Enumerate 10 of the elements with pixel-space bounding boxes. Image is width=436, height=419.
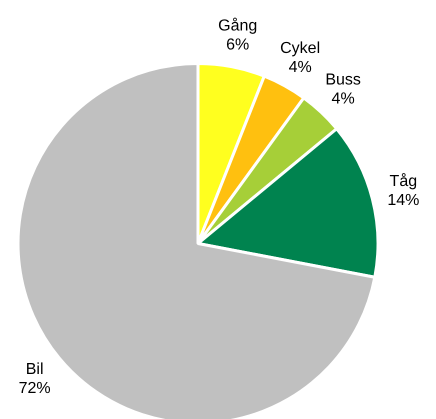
slice-label: Bil — [26, 361, 44, 378]
data-label: 72% — [18, 380, 51, 398]
data-label: 6% — [226, 36, 250, 54]
data-label: 14% — [387, 192, 420, 210]
data-label: 4% — [288, 59, 312, 76]
slice-label: Tåg — [390, 173, 418, 190]
slice-label: Buss — [325, 71, 361, 88]
slice-label: Gång — [218, 18, 258, 35]
slice-label: Cykel — [280, 40, 320, 58]
data-label: 4% — [332, 90, 355, 108]
